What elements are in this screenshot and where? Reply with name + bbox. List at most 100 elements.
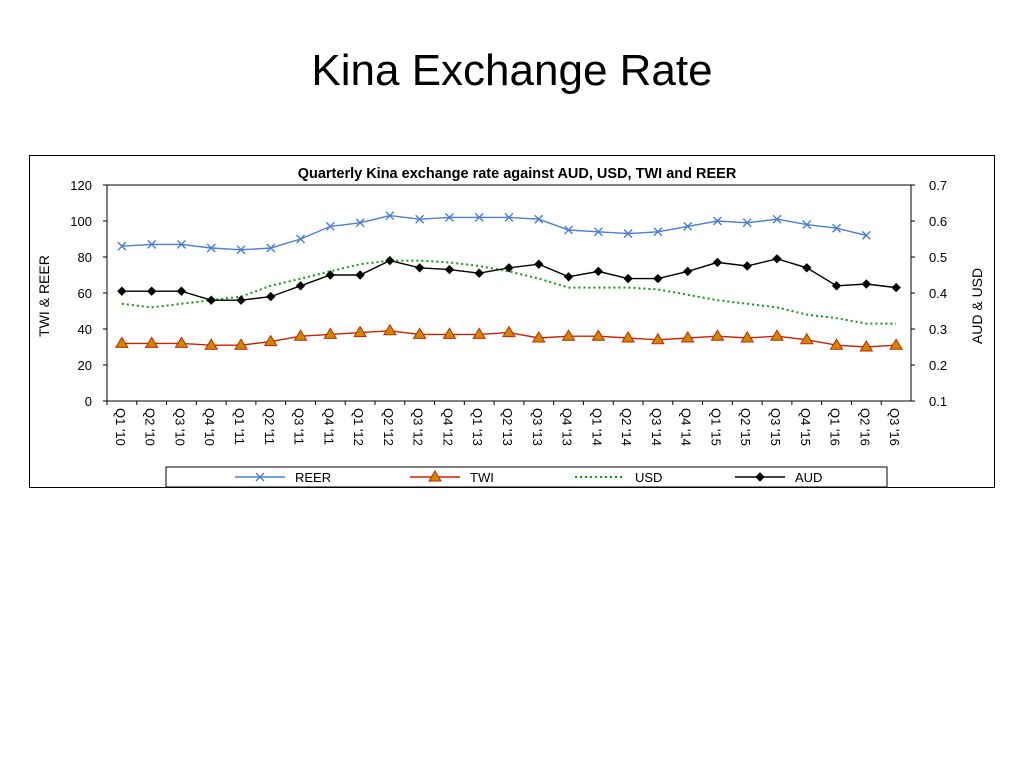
twi-data-point xyxy=(472,327,487,339)
aud-data-point xyxy=(146,286,157,296)
y-axis-right: 0.1 0.2 0.3 0.4 0.5 0.6 0.7 xyxy=(911,178,947,409)
x-tick-label: Q4 '13 xyxy=(560,408,575,446)
x-tick-label: Q1 '15 xyxy=(708,408,723,446)
twi-data-point xyxy=(144,336,159,348)
y-right-tick-label: 0.3 xyxy=(929,322,947,337)
aud-data-point xyxy=(534,259,544,269)
x-tick-label: Q4 '10 xyxy=(202,408,217,446)
x-tick-label: Q2 '13 xyxy=(500,408,515,446)
reer-data-point xyxy=(802,220,812,230)
twi-data-point xyxy=(770,329,784,341)
aud-data-point xyxy=(444,264,455,275)
twi-data-point xyxy=(680,331,695,343)
twi-data-point xyxy=(621,331,635,343)
x-tick-label: Q3 '10 xyxy=(172,408,187,446)
aud-data-point xyxy=(802,263,812,273)
aud-data-point xyxy=(295,281,306,291)
y-left-tick-label: 80 xyxy=(78,250,92,265)
x-tick-label: Q2 '12 xyxy=(381,408,396,446)
reer-data-point xyxy=(415,214,425,224)
twi-data-point xyxy=(412,327,427,339)
aud-data-point xyxy=(653,273,663,284)
twi-data-point xyxy=(323,327,338,339)
y-right-tick-label: 0.7 xyxy=(929,178,947,193)
aud-data-point xyxy=(682,266,693,277)
reer-data-point xyxy=(712,216,722,226)
x-tick-label: Q3 '13 xyxy=(530,408,545,446)
reer-data-point xyxy=(623,229,633,239)
reer-data-point xyxy=(534,214,544,224)
reer-data-point xyxy=(772,214,782,224)
legend-aud-label: AUD xyxy=(795,470,822,485)
chart-container: Quarterly Kina exchange rate against AUD… xyxy=(29,155,995,488)
reer-data-point xyxy=(117,241,127,251)
reer-series-line xyxy=(121,214,867,251)
x-tick-label: Q3 '11 xyxy=(292,408,307,445)
aud-data-point xyxy=(385,255,395,266)
x-tick-label: Q3 '12 xyxy=(411,408,426,446)
legend-entries: REER TWI USD AUD xyxy=(235,470,822,485)
twi-data-point xyxy=(115,336,129,348)
aud-data-point xyxy=(117,286,127,296)
twi-data-point xyxy=(531,331,546,343)
x-tick-label: Q1 '10 xyxy=(113,408,128,446)
chart-title: Quarterly Kina exchange rate against AUD… xyxy=(298,166,737,182)
y-left-tick-label: 100 xyxy=(70,214,92,229)
reer-data-point xyxy=(861,230,871,240)
reer-data-point xyxy=(504,212,514,222)
aud-data-point xyxy=(861,279,872,289)
reer-data-point xyxy=(444,212,454,222)
y-left-tick-label: 0 xyxy=(85,394,92,409)
aud-data-point xyxy=(504,263,514,273)
aud-data-point xyxy=(623,273,633,284)
reer-data-point xyxy=(206,243,216,253)
aud-data-point xyxy=(355,270,365,280)
legend-reer-marker xyxy=(255,472,265,482)
chart-svg: Quarterly Kina exchange rate against AUD… xyxy=(36,166,985,488)
twi-data-point xyxy=(591,329,606,341)
twi-data-point xyxy=(293,329,308,341)
aud-data-point xyxy=(712,257,723,268)
twi-data-point xyxy=(383,323,397,336)
y-right-tick-label: 0.2 xyxy=(929,358,947,373)
aud-data-point xyxy=(414,263,425,273)
reer-data-point xyxy=(176,239,186,249)
aud-data-point xyxy=(593,266,604,277)
y-axis-left: 0 20 40 60 80 100 120 xyxy=(70,178,107,409)
reer-data-point xyxy=(147,239,157,249)
aud-data-point xyxy=(206,295,216,305)
reer-data-point xyxy=(564,225,574,235)
x-tick-label: Q1 '13 xyxy=(470,408,485,446)
y-left-tick-label: 120 xyxy=(70,178,92,193)
x-tick-label: Q2 '15 xyxy=(738,408,753,446)
x-axis: Q1 '10 Q2 '10 Q3 '10 Q4 '10 Q1 '11 Q2 '11 Q3 '… xyxy=(106,401,902,446)
x-tick-label: Q4 '12 xyxy=(440,408,455,446)
reer-data-point xyxy=(266,243,276,253)
reer-data-point xyxy=(385,211,395,221)
x-tick-label: Q1 '11 xyxy=(232,408,247,445)
twi-data-point xyxy=(889,338,903,350)
twi-data-point xyxy=(651,332,665,345)
twi-data-point xyxy=(234,338,248,350)
x-tick-label: Q1 '12 xyxy=(351,408,366,446)
y-right-tick-label: 0.1 xyxy=(929,394,947,409)
reer-data-point xyxy=(742,218,752,228)
legend xyxy=(165,466,888,488)
reer-data-point xyxy=(593,227,603,237)
reer-data-point xyxy=(296,234,306,244)
usd-series-line xyxy=(121,259,897,325)
y-axis-left-label: TWI & REER xyxy=(36,255,52,337)
aud-data-point xyxy=(176,286,187,296)
x-tick-label: Q4 '14 xyxy=(679,408,694,446)
x-tick-label: Q1 '16 xyxy=(828,408,843,446)
twi-data-point xyxy=(502,325,516,338)
twi-data-point xyxy=(799,332,814,345)
legend-twi-label: TWI xyxy=(470,470,494,485)
x-tick-label: Q4 '15 xyxy=(798,408,813,446)
x-tick-label: Q3 '15 xyxy=(768,408,783,446)
y-left-tick-label: 20 xyxy=(78,358,92,373)
y-right-tick-label: 0.5 xyxy=(929,250,947,265)
x-tick-label: Q2 '10 xyxy=(143,408,158,446)
twi-data-point xyxy=(174,336,189,348)
x-tick-label: Q2 '14 xyxy=(619,408,634,446)
